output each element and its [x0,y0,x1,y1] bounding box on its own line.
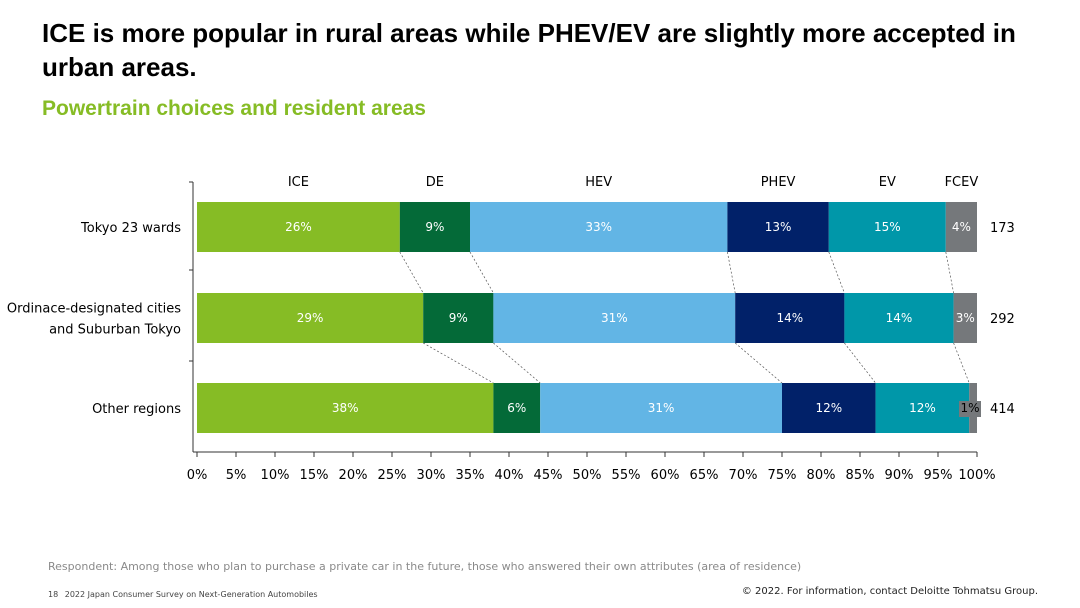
x-tick-label: 80% [807,468,836,483]
x-tick-label: 55% [612,468,641,483]
data-label: 13% [765,220,792,234]
bar-segment-phev [735,293,845,343]
bar-segment-hev [540,383,782,433]
slide-title: ICE is more popular in rural areas while… [42,18,1016,82]
bar-segment-ev [844,293,954,343]
data-label: 6% [507,401,526,415]
series-connector-line [953,342,970,384]
series-connector-line [828,251,845,294]
x-tick-label: 65% [690,468,719,483]
x-tick-label: 35% [456,468,485,483]
series-connector-line [493,342,541,384]
series-connector-line [469,251,494,294]
x-tick-label: 10% [261,468,290,483]
data-label: 1% [960,401,979,415]
x-tick-label: 75% [768,468,797,483]
category-label: Other regions [92,402,181,417]
x-tick-label: 20% [339,468,368,483]
series-connector-line [423,342,494,384]
bar-segment-ev [875,383,970,433]
copyright-notice: © 2022. For information, contact Deloitt… [741,586,1038,597]
data-label: 12% [815,401,842,415]
legend-label-de: DE [426,175,444,190]
x-tick-label: 30% [417,468,446,483]
data-label-box [959,401,981,417]
x-tick-label: 95% [924,468,953,483]
bar-segment-de [399,202,470,252]
series-connector-line [945,251,954,294]
data-label: 31% [648,401,675,415]
respondent-footnote: Respondent: Among those who plan to purc… [48,560,802,573]
bar-segment-ice [197,293,424,343]
x-tick-label: 50% [573,468,602,483]
sample-size-label: 414 [990,402,1015,417]
x-tick-label: 70% [729,468,758,483]
x-tick-label: 15% [300,468,329,483]
data-label: 31% [601,311,628,325]
bar-segment-ice [197,202,400,252]
data-label: 12% [909,401,936,415]
page-number: 18 [48,590,59,599]
bar-segment-ev [828,202,946,252]
bar-segment-fcev [945,202,977,252]
data-label: 14% [776,311,803,325]
bar-segment-hev [493,293,736,343]
data-label: 26% [285,220,312,234]
data-label: 14% [886,311,913,325]
chart-subtitle: Powertrain choices and resident areas [42,97,426,120]
data-label: 4% [952,220,971,234]
x-tick-label: 85% [846,468,875,483]
category-label: and Suburban Tokyo [49,323,181,338]
data-label: 33% [585,220,612,234]
category-label: Ordinace-designated cities [7,302,181,317]
legend-label-hev: HEV [585,175,612,190]
report-name: 2022 Japan Consumer Survey on Next-Gener… [64,590,318,599]
series-connector-line [399,251,424,294]
series-connector-line [844,342,876,384]
stacked-bar-chart: 26% 9% 33% 13% 15% 4% Tokyo 23 wards 173 29% 9% 31… [7,175,1015,483]
x-tick-label: 0% [187,468,208,483]
bar-segment-hev [470,202,728,252]
x-tick-label: 40% [495,468,524,483]
x-tick-label: 90% [885,468,914,483]
x-tick-label: 25% [378,468,407,483]
legend-label-fcev: FCEV [945,175,979,190]
bar-segment-phev [782,383,876,433]
x-tick-label: 60% [651,468,680,483]
x-tick-label: 5% [226,468,247,483]
sample-size-label: 173 [990,221,1015,236]
data-label: 9% [449,311,468,325]
legend-label-ice: ICE [288,175,309,190]
data-label: 3% [956,311,975,325]
bar-segment-phev [727,202,829,252]
data-label: 15% [874,220,901,234]
legend-label-ev: EV [879,175,896,190]
legend-label-phev: PHEV [761,175,796,190]
bar-segment-de [493,383,541,433]
series-connector-line [727,251,736,294]
category-label: Tokyo 23 wards [80,221,181,236]
bar-segment-fcev [953,293,977,343]
x-tick-label: 45% [534,468,563,483]
sample-size-label: 292 [990,312,1015,327]
data-label: 9% [425,220,444,234]
x-tick-label: 100% [958,468,995,483]
bar-segment-de [423,293,494,343]
page-footer: 18 2022 Japan Consumer Survey on Next-Ge… [48,590,318,599]
data-label: 29% [297,311,324,325]
series-connector-line [734,342,783,384]
data-label: 38% [332,401,359,415]
bar-segment-ice [197,383,494,433]
